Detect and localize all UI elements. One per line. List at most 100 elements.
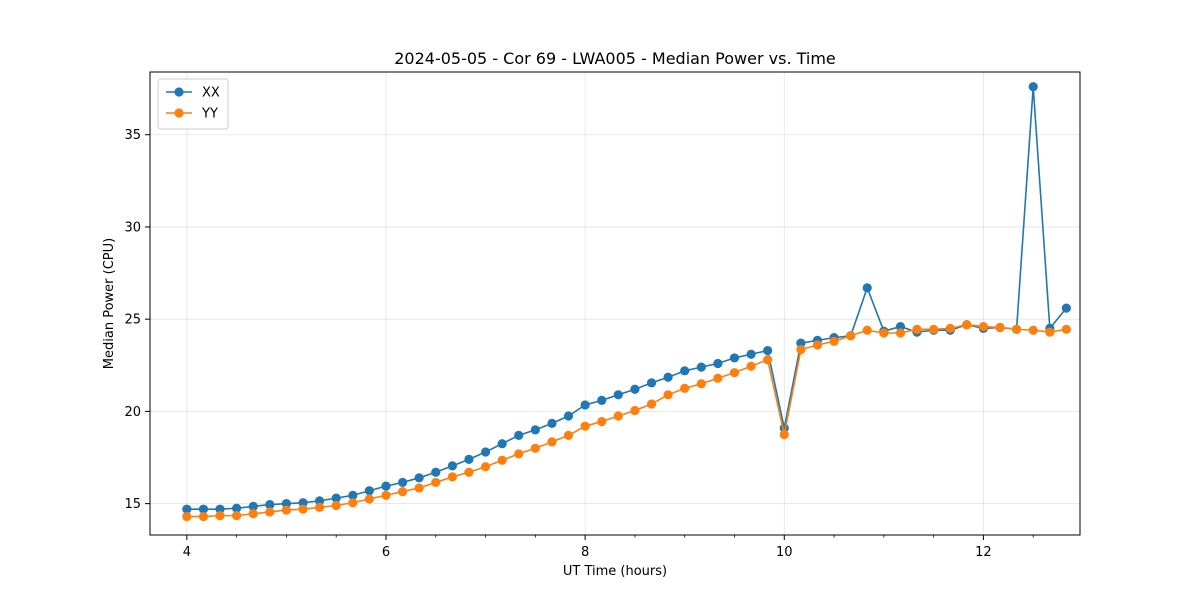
data-point-xx xyxy=(580,400,590,410)
x-axis-label: UT Time (hours) xyxy=(563,564,667,579)
legend-item-yy: YY xyxy=(166,107,218,122)
data-point-xx xyxy=(447,461,457,471)
data-point-yy xyxy=(298,504,308,514)
data-point-yy xyxy=(945,323,955,334)
y-tick-label: 25 xyxy=(124,313,141,328)
data-point-xx xyxy=(381,481,391,491)
data-point-yy xyxy=(281,505,292,515)
data-point-yy xyxy=(514,449,524,459)
data-point-yy xyxy=(1045,327,1055,337)
axis-ticks: 4 6 8 10 12 15 20 25 30 35 xyxy=(124,128,1034,560)
data-point-xx xyxy=(763,345,773,356)
data-point-yy xyxy=(447,472,457,482)
data-point-yy xyxy=(1028,325,1038,335)
data-point-yy xyxy=(962,320,972,330)
data-point-yy xyxy=(597,416,607,427)
data-point-xx xyxy=(198,504,209,514)
data-point-yy xyxy=(364,494,374,504)
data-point-yy xyxy=(480,462,491,472)
data-point-yy xyxy=(265,507,275,517)
data-point-yy xyxy=(530,443,540,453)
data-point-xx xyxy=(348,490,358,500)
y-axis-label: Median Power (CPU) xyxy=(102,238,117,369)
data-point-yy xyxy=(563,430,574,440)
x-tick-label: 10 xyxy=(776,545,793,560)
data-point-yy xyxy=(912,324,922,334)
data-point-yy xyxy=(929,324,939,334)
data-point-xx xyxy=(265,499,275,510)
data-point-xx xyxy=(663,372,673,382)
data-point-xx xyxy=(746,349,756,359)
x-tick-label: 12 xyxy=(975,545,992,560)
data-point-xx xyxy=(314,496,325,506)
data-point-yy xyxy=(646,399,657,409)
data-point-yy xyxy=(680,383,690,393)
data-point-yy xyxy=(895,328,906,338)
data-point-xx xyxy=(646,378,657,388)
data-point-yy xyxy=(829,336,839,346)
data-point-yy xyxy=(879,328,889,338)
data-point-yy xyxy=(398,487,408,497)
data-point-xx xyxy=(248,501,258,512)
data-point-xx xyxy=(232,503,242,513)
data-point-xx xyxy=(713,358,723,369)
data-point-xx xyxy=(630,384,640,394)
data-point-yy xyxy=(431,477,441,488)
data-point-yy xyxy=(763,355,773,365)
legend-label-xx: XX xyxy=(202,86,220,101)
data-point-yy xyxy=(580,421,590,431)
data-point-xx xyxy=(298,498,308,508)
chart-title: 2024-05-05 - Cor 69 - LWA005 - Median Po… xyxy=(394,49,836,68)
plot-frame xyxy=(149,71,1081,536)
x-tick-label: 4 xyxy=(183,545,191,560)
data-point-xx xyxy=(281,499,292,509)
data-point-xx xyxy=(613,390,623,400)
data-point-yy xyxy=(862,325,872,335)
data-point-yy xyxy=(348,498,358,508)
data-point-xx xyxy=(480,447,491,457)
data-point-xx xyxy=(331,493,341,503)
data-point-yy xyxy=(215,511,225,521)
legend-label-yy: YY xyxy=(201,107,218,122)
data-point-yy xyxy=(630,405,640,416)
series-yy xyxy=(182,320,1071,522)
data-point-xx xyxy=(680,366,690,376)
data-point-xx xyxy=(414,473,424,483)
data-point-xx xyxy=(563,411,574,421)
data-point-xx xyxy=(597,395,607,405)
legend: XX YY xyxy=(157,78,229,130)
data-point-yy xyxy=(314,502,325,512)
data-point-yy xyxy=(846,331,856,341)
data-point-yy xyxy=(182,511,192,522)
data-point-xx xyxy=(729,353,740,363)
data-point-xx xyxy=(1061,303,1071,313)
data-point-yy xyxy=(779,429,789,440)
y-tick-label: 30 xyxy=(124,220,141,235)
data-point-yy xyxy=(696,379,706,389)
data-point-xx xyxy=(796,338,806,348)
data-point-xx xyxy=(895,321,906,332)
data-point-xx xyxy=(514,430,524,440)
data-point-yy xyxy=(414,483,424,493)
data-point-xx xyxy=(1028,82,1038,92)
y-tick-label: 15 xyxy=(124,497,141,512)
series-layer xyxy=(182,82,1071,522)
data-point-xx xyxy=(398,477,408,488)
data-point-xx xyxy=(530,425,540,435)
data-point-yy xyxy=(464,467,474,477)
legend-marker-yy xyxy=(174,108,184,118)
data-point-yy xyxy=(198,511,209,522)
data-point-yy xyxy=(232,511,242,521)
data-point-xx xyxy=(431,467,441,477)
x-tick-label: 8 xyxy=(581,545,589,560)
data-point-xx xyxy=(497,439,507,449)
x-tick-label: 6 xyxy=(382,545,390,560)
data-point-yy xyxy=(729,368,740,378)
data-point-yy xyxy=(1011,324,1022,334)
data-point-yy xyxy=(995,322,1005,333)
data-point-xx xyxy=(182,504,192,514)
data-point-yy xyxy=(978,321,989,332)
data-point-xx xyxy=(364,486,374,496)
data-point-yy xyxy=(547,437,557,447)
